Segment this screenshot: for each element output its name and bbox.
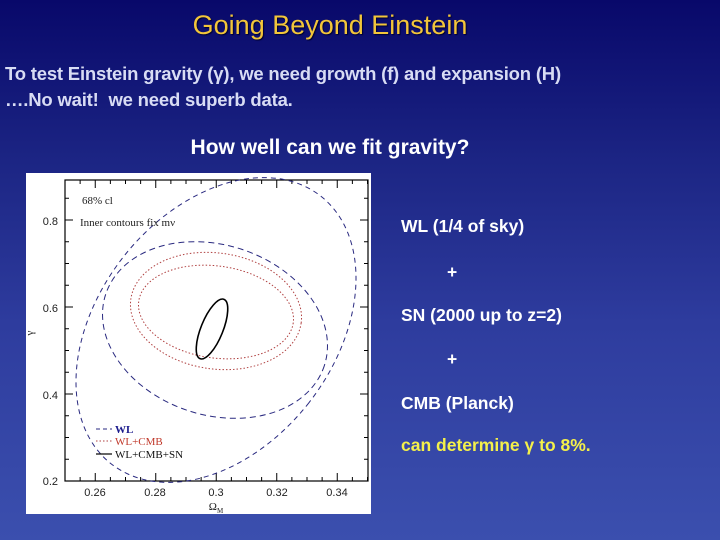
annotation-inner-contours: Inner contours fix mν (80, 217, 175, 229)
gamma-omega-contour-plot: 68% cl Inner contours fix mν 0.2 0.4 0.6… (26, 173, 371, 514)
plus-2: + (447, 349, 458, 369)
wl-cmb-outer-contour (129, 251, 303, 371)
wl-outer-contour (75, 177, 357, 483)
legend: WL WL+CMB WL+CMB+SN (96, 424, 183, 461)
intro-text: To test Einstein gravity (γ), we need gr… (5, 61, 561, 113)
probe-cmb: CMB (Planck) (401, 393, 514, 413)
legend-wl-label: WL (115, 424, 133, 436)
svg-text:0.6: 0.6 (43, 303, 58, 315)
intro-line-2: ….No wait! we need superb data. (5, 89, 293, 110)
wl-inner-contour (102, 241, 328, 419)
probe-wl: WL (1/4 of sky) (401, 216, 525, 236)
intro-line-1: To test Einstein gravity (γ), we need gr… (5, 63, 561, 84)
legend-wl-cmb-label: WL+CMB (115, 436, 163, 448)
svg-text:0.28: 0.28 (144, 487, 165, 499)
svg-text:0.34: 0.34 (326, 487, 347, 499)
contour-chart-svg: 68% cl Inner contours fix mν 0.2 0.4 0.6… (26, 177, 369, 514)
svg-text:0.3: 0.3 (208, 487, 223, 499)
y-tick-labels: 0.2 0.4 0.6 0.8 (43, 216, 58, 488)
x-axis-label: ΩM (209, 501, 224, 514)
axis-ticks (64, 180, 368, 482)
slide-subtitle: How well can we fit gravity? (190, 136, 470, 159)
legend-wl-cmb-sn-label: WL+CMB+SN (115, 449, 183, 461)
annotation-cl: 68% cl (82, 195, 113, 207)
y-axis-label: γ (26, 330, 36, 336)
wl-cmb-sn-contour (195, 298, 229, 360)
svg-text:0.2: 0.2 (43, 476, 58, 488)
svg-text:0.8: 0.8 (43, 216, 58, 228)
wl-cmb-inner-contour (137, 264, 295, 360)
slide-title: Going Beyond Einstein (192, 10, 468, 40)
probe-sn: SN (2000 up to z=2) (401, 305, 562, 325)
svg-text:0.26: 0.26 (84, 487, 105, 499)
conclusion-text: can determine γ to 8%. (401, 435, 591, 455)
plus-1: + (447, 262, 458, 282)
svg-text:0.4: 0.4 (43, 390, 58, 402)
x-tick-labels: 0.26 0.28 0.3 0.32 0.34 (84, 487, 347, 499)
svg-text:0.32: 0.32 (266, 487, 287, 499)
